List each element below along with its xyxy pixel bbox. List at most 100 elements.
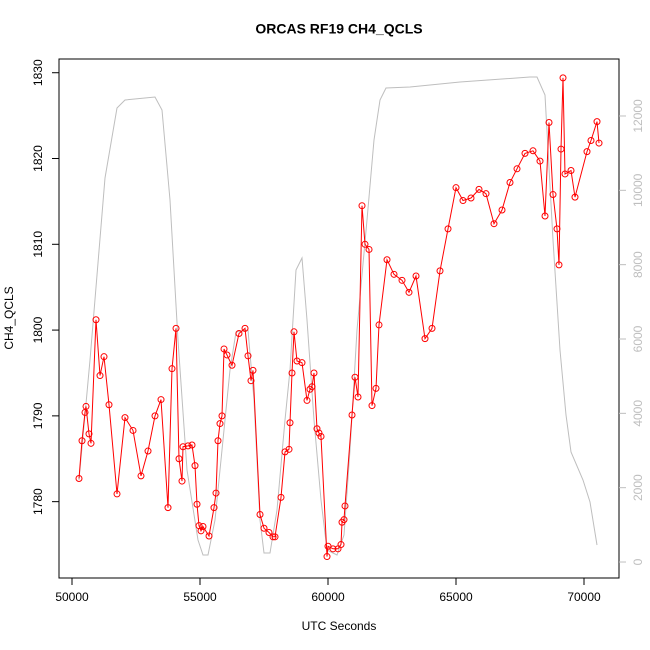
data-point [82,402,90,410]
data-point [184,442,192,450]
data-point [216,420,224,428]
data-point [164,504,172,512]
data-point [75,474,83,482]
data-point [553,225,561,233]
data-point [78,437,86,445]
data-point [459,197,467,205]
x-tick-label: 70000 [567,590,601,604]
data-point [452,184,460,192]
data-point [513,165,521,173]
data-point [256,511,264,519]
data-point [313,425,321,433]
data-point [218,412,226,420]
data-point [175,455,183,463]
data-point [151,412,159,420]
data-point [303,396,311,404]
data-point [545,118,553,126]
data-point [348,411,356,419]
data-point [214,437,222,445]
data-point [383,256,391,264]
data-point [269,533,277,541]
data-point [277,493,285,501]
data-point [529,147,537,155]
data-point [398,276,406,284]
data-point [587,136,595,144]
data-point [467,194,475,202]
data-point [96,372,104,380]
data-point [308,383,316,391]
data-point [358,202,366,210]
data-point [490,220,498,228]
data-point [498,206,506,214]
data-point [121,414,129,422]
x-tick-label: 50000 [55,590,89,604]
data-point [317,432,325,440]
data-point [113,490,121,498]
data-point [549,191,557,199]
data-point [593,118,601,126]
data-point [444,225,452,233]
data-point [244,352,252,360]
data-point [212,489,220,497]
x-tick-label: 55000 [183,590,217,604]
y2-tick-label: 0 [631,558,645,565]
data-point [199,523,207,531]
data-point [567,167,575,175]
y-tick-label: 1830 [31,59,45,86]
data-point [179,443,187,451]
data-point [361,240,369,248]
x-tick-label: 60000 [311,590,345,604]
data-point [428,324,436,332]
data-point [285,445,293,453]
data-point [421,335,429,343]
data-point [482,190,490,198]
data-point [100,353,108,361]
data-point [541,212,549,220]
y-axis-label: CH4_QCLS [2,286,16,349]
data-point [329,545,337,553]
chart-title: ORCAS RF19 CH4_QCLS [255,21,422,37]
x-tick-label: 65000 [439,590,473,604]
data-point [271,533,279,541]
series-line [78,77,600,557]
data-point [555,261,563,269]
data-point [157,396,165,404]
data-point [323,553,331,561]
data-point [260,524,268,532]
data-point [365,245,373,253]
data-point [137,472,145,480]
data-point [583,148,591,156]
data-point [241,324,249,332]
data-point [571,193,579,201]
data-point [228,361,236,369]
data-point [368,402,376,410]
data-point [92,316,100,324]
data-point [390,270,398,278]
data-point [412,272,420,280]
data-point [521,149,529,157]
data-point [475,185,483,193]
data-point [193,500,201,508]
data-point [337,541,345,549]
data-point [354,393,362,401]
data-point [265,529,273,537]
data-point [205,532,213,540]
data-point [351,373,359,381]
data-point [105,401,113,409]
data-point [298,359,306,367]
data-point [595,139,603,147]
data-point [129,426,137,434]
data-point [144,447,152,455]
data-point [372,384,380,392]
y-tick-label: 1800 [31,316,45,343]
x-axis-label: UTC Seconds [302,619,377,633]
y-tick-label: 1810 [31,231,45,258]
plot-frame [58,58,620,579]
data-point [315,429,323,437]
data-point [223,351,231,359]
data-point [561,170,569,178]
y-tick-label: 1780 [31,488,45,515]
data-point [536,157,544,165]
y-tick-label: 1790 [31,402,45,429]
